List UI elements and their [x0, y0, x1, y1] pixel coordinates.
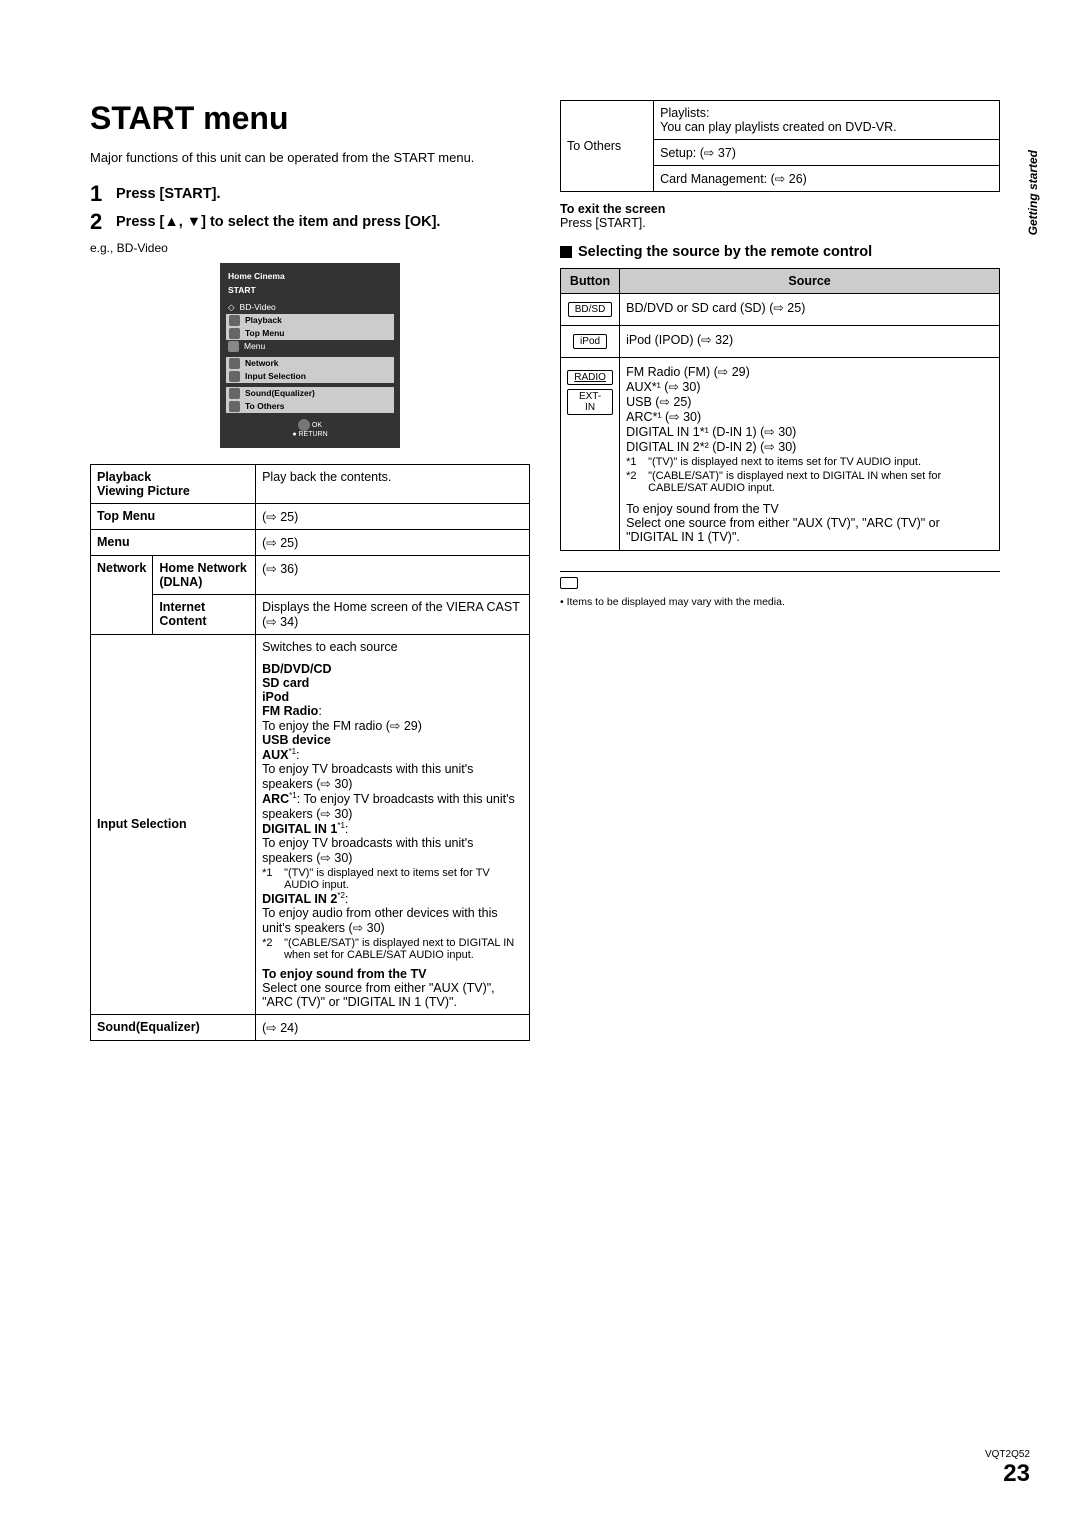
exit-desc: Press [START].: [560, 216, 1000, 230]
osd-item: To Others: [226, 400, 394, 413]
table-row: Sound(Equalizer) 24: [91, 1015, 530, 1041]
page-number-block: VQT2Q52 23: [985, 1449, 1030, 1488]
others-icon: [229, 401, 240, 412]
square-icon: [560, 246, 572, 258]
osd-item: Top Menu: [226, 327, 394, 340]
step-text: Press [START].: [116, 181, 220, 204]
example-label: e.g., BD-Video: [90, 241, 530, 255]
table-row: Menu 25: [91, 529, 530, 555]
source-section-header: Selecting the source by the remote contr…: [560, 244, 1000, 260]
page-number: 23: [985, 1460, 1030, 1488]
remote-button: iPod: [573, 334, 607, 349]
enjoy-tv-desc: Select one source from either "AUX (TV)"…: [262, 981, 523, 1009]
footnote-1: *1"(TV)" is displayed next to items set …: [626, 456, 993, 468]
footnote-2: *2"(CABLE/SAT)" is displayed next to DIG…: [626, 470, 993, 494]
osd-item: Playback: [226, 314, 394, 327]
step-2: 2 Press [▲, ▼] to select the item and pr…: [90, 209, 530, 235]
footnote-2: *2"(CABLE/SAT)" is displayed next to DIG…: [262, 937, 523, 961]
menu-icon: [229, 328, 240, 339]
network-icon: [229, 358, 240, 369]
osd-screenshot: Home Cinema START ◇BD-Video Playback Top…: [220, 263, 400, 448]
steps-list: 1 Press [START]. 2 Press [▲, ▼] to selec…: [90, 181, 530, 235]
menu-icon: [228, 341, 239, 352]
aux-desc: To enjoy TV broadcasts with this unit's …: [262, 762, 523, 791]
table-row: Top Menu 25: [91, 503, 530, 529]
fmradio-desc: To enjoy the FM radio (⇨ 29): [262, 718, 523, 733]
play-icon: [229, 315, 240, 326]
to-others-table: To Others Playlists:You can play playlis…: [560, 100, 1000, 192]
exit-label: To exit the screen: [560, 202, 1000, 216]
remote-button: EXT-IN: [567, 389, 613, 415]
table-row: To Others Playlists:You can play playlis…: [561, 101, 1000, 140]
note-icon: [560, 577, 578, 589]
step-num: 1: [90, 181, 116, 207]
table-row: Input Selection Switches to each source …: [91, 634, 530, 1015]
step-num: 2: [90, 209, 116, 235]
osd-item: Network: [226, 357, 394, 370]
table-row: PlaybackViewing Picture Play back the co…: [91, 464, 530, 503]
enjoy-tv-label: To enjoy sound from the TV: [262, 967, 523, 981]
src-bdvdcd: BD/DVD/CD: [262, 662, 523, 676]
osd-item: Input Selection: [226, 370, 394, 383]
note-separator: [560, 571, 1000, 572]
input-intro: Switches to each source: [262, 640, 523, 654]
osd-item: Menu: [220, 340, 400, 353]
osd-item: Sound(Equalizer): [226, 387, 394, 400]
osd-sub: START: [220, 283, 400, 297]
osd-title: Home Cinema: [220, 269, 400, 283]
intro-text: Major functions of this unit can be oper…: [90, 149, 530, 167]
table-row: RADIO EXT-IN FM Radio (FM) (⇨ 29) AUX*¹ …: [561, 358, 1000, 551]
page-body: START menu Major functions of this unit …: [90, 100, 1000, 1041]
left-column: START menu Major functions of this unit …: [90, 100, 530, 1041]
table-row: BD/SD BD/DVD or SD card (SD) (⇨ 25): [561, 294, 1000, 326]
eq-icon: [229, 388, 240, 399]
step-1: 1 Press [START].: [90, 181, 530, 207]
table-header-row: Button Source: [561, 269, 1000, 294]
din2-desc: To enjoy audio from other devices with t…: [262, 906, 523, 935]
table-row: Network Home Network (DLNA) 36: [91, 555, 530, 594]
input-icon: [229, 371, 240, 382]
din1-desc: To enjoy TV broadcasts with this unit's …: [262, 836, 523, 865]
doc-code: VQT2Q52: [985, 1449, 1030, 1460]
source-table: Button Source BD/SD BD/DVD or SD card (S…: [560, 268, 1000, 551]
table-row: iPod iPod (IPOD) (⇨ 32): [561, 326, 1000, 358]
remote-button: RADIO: [567, 370, 613, 385]
remote-button: BD/SD: [568, 302, 613, 317]
right-column: To Others Playlists:You can play playlis…: [560, 100, 1000, 1041]
osd-group: ◇BD-Video: [220, 301, 400, 314]
osd-footer: OK● RETURN: [220, 419, 400, 438]
src-ipod: iPod: [262, 690, 523, 704]
footnote-1: *1"(TV)" is displayed next to items set …: [262, 867, 523, 891]
start-menu-table: PlaybackViewing Picture Play back the co…: [90, 464, 530, 1042]
src-sd: SD card: [262, 676, 523, 690]
src-usb: USB device: [262, 733, 523, 747]
note-text: Items to be displayed may vary with the …: [560, 596, 1000, 608]
step-text: Press [▲, ▼] to select the item and pres…: [116, 209, 440, 232]
side-tab: Getting started: [1026, 150, 1040, 235]
table-row: Internet Content Displays the Home scree…: [91, 594, 530, 634]
page-title: START menu: [90, 100, 530, 137]
